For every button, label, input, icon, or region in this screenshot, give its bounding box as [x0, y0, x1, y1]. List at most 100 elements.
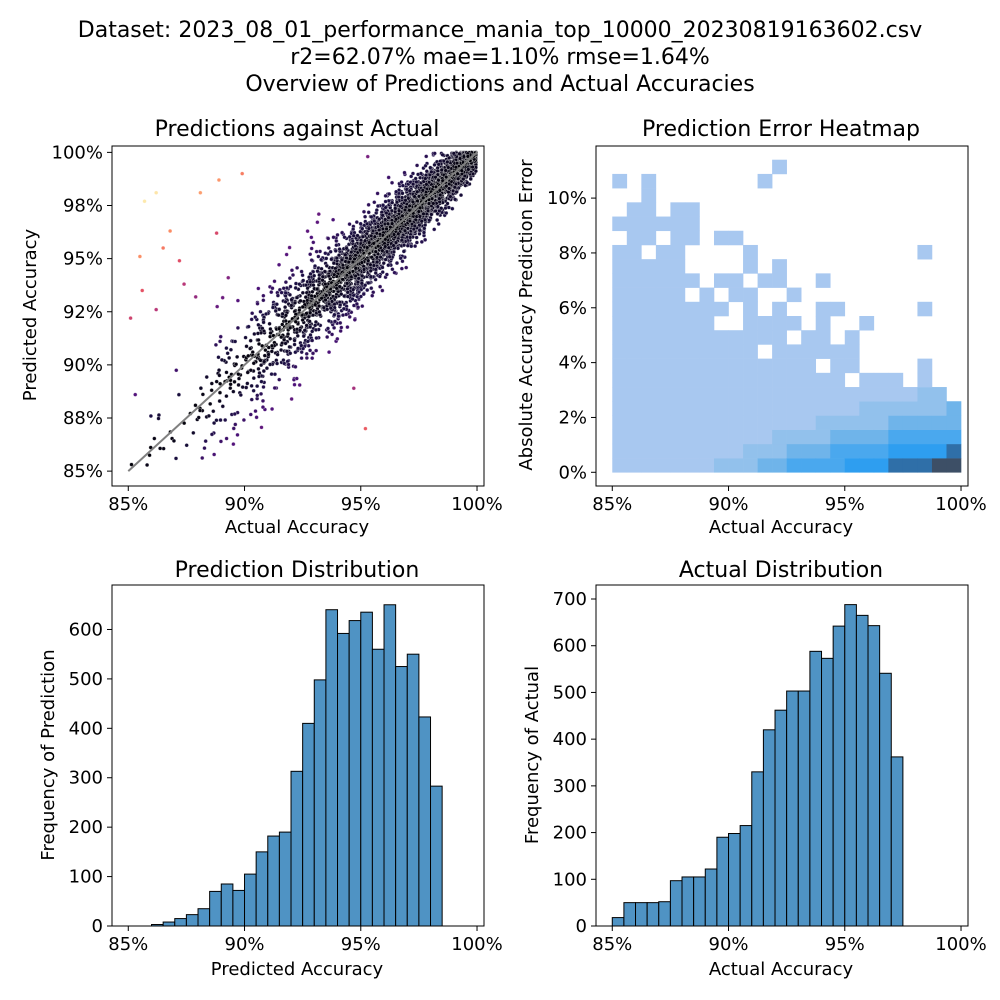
- actual-hist-ytick-label: 300: [553, 776, 587, 797]
- scatter-point: [314, 348, 319, 353]
- scatter-point: [427, 180, 432, 185]
- heatmap-cell: [844, 458, 860, 473]
- scatter-point: [240, 385, 245, 390]
- heatmap-cell: [873, 372, 889, 388]
- scatter-point: [340, 277, 345, 282]
- heatmap-cell: [772, 358, 787, 374]
- heatmap-cell: [670, 259, 686, 274]
- scatter-point: [241, 417, 246, 423]
- heatmap-cell: [815, 443, 831, 459]
- scatter-point: [268, 326, 273, 332]
- heatmap-cell: [699, 330, 715, 345]
- heatmap-cell: [786, 344, 802, 359]
- scatter-panel: Predictions against Actual 85% 90% 95% 100%…: [20, 117, 503, 538]
- scatter-point: [453, 181, 458, 187]
- scatter-point: [259, 379, 264, 384]
- scatter-point: [324, 293, 329, 298]
- scatter-point: [297, 382, 302, 388]
- scatter-point: [312, 273, 317, 278]
- scatter-point: [312, 264, 318, 269]
- scatter-points: [128, 150, 478, 468]
- heatmap-cell: [612, 287, 628, 303]
- scatter-point: [293, 285, 298, 291]
- heatmap-cell: [612, 443, 628, 459]
- heatmap-cell: [684, 358, 700, 374]
- scatter-point: [282, 337, 287, 342]
- heatmap-cell: [670, 301, 686, 317]
- heatmap-cell: [612, 401, 628, 416]
- heatmap-cell: [917, 301, 933, 317]
- scatter-point: [305, 339, 310, 344]
- heatmap-cell: [655, 273, 671, 288]
- heatmap-cell: [641, 330, 657, 345]
- heatmap-cell: [946, 429, 962, 445]
- heatmap-cell: [655, 401, 671, 416]
- prediction-hist-bar: [255, 851, 269, 927]
- scatter-point: [261, 320, 266, 325]
- scatter-point: [217, 399, 222, 404]
- figure-title-line-1: Dataset: 2023_08_01_performance_mania_to…: [78, 18, 922, 43]
- scatter-point: [461, 177, 466, 182]
- scatter-point: [323, 281, 328, 287]
- scatter-point: [376, 244, 381, 249]
- scatter-ytick-label: 85%: [63, 461, 103, 482]
- scatter-point: [279, 347, 284, 353]
- scatter-point: [145, 462, 150, 468]
- scatter-point: [253, 409, 258, 414]
- scatter-point: [433, 175, 438, 180]
- scatter-point: [355, 280, 360, 285]
- scatter-point: [288, 351, 293, 356]
- scatter-point: [361, 292, 366, 297]
- scatter-ylabel: Predicted Accuracy: [20, 228, 41, 401]
- scatter-point: [256, 286, 261, 291]
- heatmap-cell: [655, 443, 671, 459]
- scatter-point: [323, 297, 328, 303]
- heatmap-cell: [757, 273, 773, 288]
- actual-hist-ytick-label: 100: [553, 869, 587, 890]
- scatter-point: [168, 228, 173, 234]
- scatter-point: [281, 358, 286, 363]
- heatmap-cell: [844, 429, 860, 445]
- scatter-point: [424, 169, 429, 174]
- scatter-point: [253, 315, 258, 320]
- scatter-point: [458, 156, 463, 161]
- heatmap-cell: [743, 415, 758, 430]
- heatmap-cell: [655, 287, 671, 303]
- scatter-point: [342, 235, 347, 240]
- scatter-point: [279, 335, 284, 340]
- heatmap-cell: [728, 287, 744, 303]
- scatter-point: [261, 293, 266, 298]
- scatter-point: [301, 278, 306, 283]
- heatmap-cell: [713, 401, 729, 416]
- scatter-point: [439, 167, 444, 173]
- scatter-point: [283, 341, 288, 346]
- scatter-point: [377, 217, 382, 222]
- heatmap-cell: [917, 429, 933, 445]
- heatmap-cell: [801, 358, 817, 374]
- scatter-point: [260, 405, 266, 410]
- prediction-hist-bar: [185, 914, 199, 927]
- heatmap-cell: [641, 372, 657, 388]
- scatter-point: [156, 416, 161, 421]
- scatter-point: [383, 193, 388, 198]
- scatter-point: [345, 294, 350, 299]
- scatter-point: [193, 403, 198, 408]
- heatmap-cell: [946, 458, 962, 473]
- scatter-point: [212, 420, 217, 426]
- heatmap-cell: [902, 387, 918, 402]
- heatmap-cell: [815, 273, 831, 288]
- actual-hist-ylabel: Frequency of Actual: [522, 666, 543, 844]
- scatter-point: [415, 198, 420, 203]
- scatter-point: [304, 311, 309, 316]
- scatter-point: [377, 274, 382, 279]
- heatmap-cell: [815, 330, 831, 345]
- scatter-point: [307, 275, 312, 280]
- heatmap-cell: [917, 358, 933, 374]
- heatmap-cell: [670, 316, 686, 331]
- scatter-point: [318, 249, 323, 254]
- heatmap-cell: [931, 415, 947, 430]
- scatter-point: [317, 273, 322, 278]
- heatmap-cell: [772, 443, 787, 459]
